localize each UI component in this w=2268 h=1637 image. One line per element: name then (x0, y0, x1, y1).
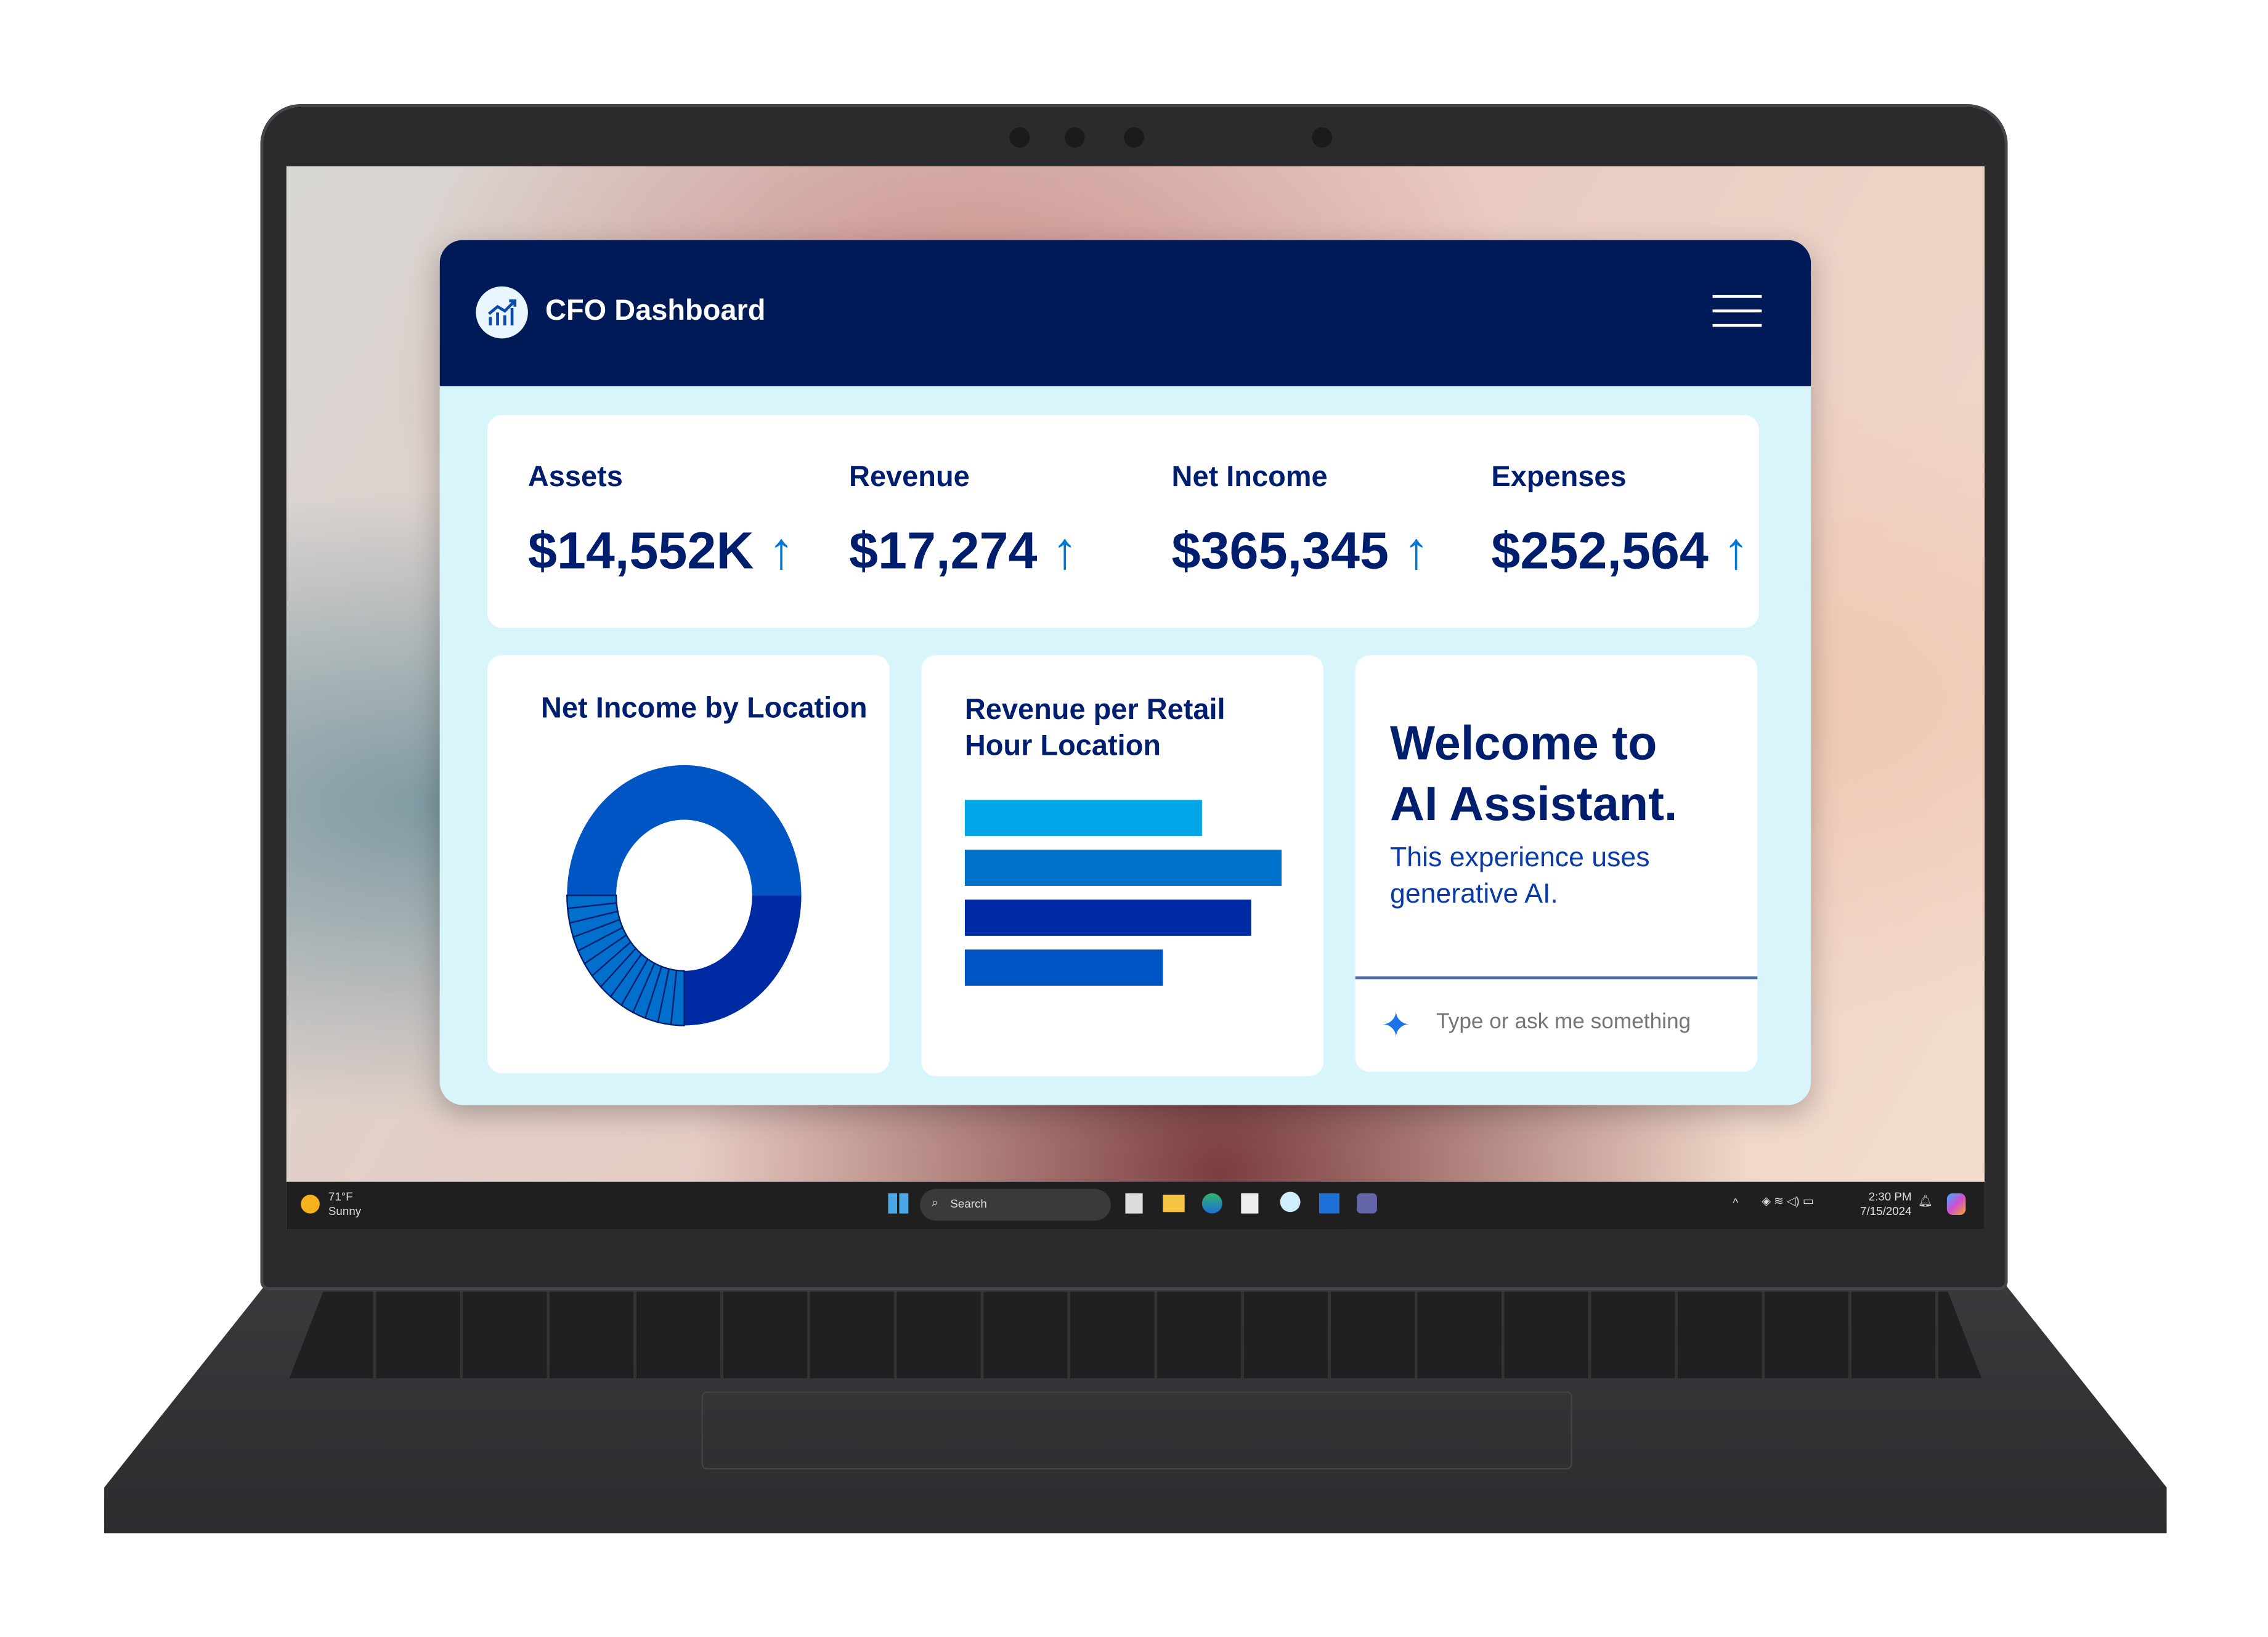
donut-slice[interactable] (684, 895, 802, 1026)
chart-title: Revenue per Retail Hour Location (965, 693, 1225, 765)
net-income-card[interactable]: Net Income by Location (487, 655, 890, 1073)
webcam-icon (1124, 127, 1144, 148)
clock[interactable]: 2:30 PM 7/15/2024 (1860, 1190, 1912, 1219)
chart-growth-icon (476, 286, 528, 339)
donut-slice[interactable] (566, 894, 617, 909)
cfo-dashboard-app-icon[interactable] (1280, 1192, 1301, 1213)
arrow-up-icon: ↑ (1403, 521, 1429, 580)
bar[interactable] (964, 949, 1163, 986)
search-box[interactable]: ⌕ Search (920, 1188, 1111, 1221)
arrow-up-icon: ↑ (1723, 521, 1749, 580)
copilot-icon[interactable] (1946, 1193, 1966, 1215)
bar[interactable] (964, 850, 1282, 886)
ask-input[interactable] (1433, 1008, 1729, 1036)
kpi-label: Expenses (1491, 461, 1627, 494)
camera-sensor (1009, 127, 1030, 148)
bell-icon[interactable]: 🔔︎ (1917, 1195, 1933, 1208)
kpi-label: Revenue (849, 461, 970, 494)
kpi-revenue[interactable]: Revenue $17,274 ↑ (849, 461, 1078, 582)
title-line: Welcome to (1390, 716, 1657, 770)
kpi-value: $365,345 (1171, 521, 1389, 580)
chevron-up-icon[interactable]: ^ (1733, 1196, 1739, 1209)
donut-chart (566, 765, 802, 1026)
arrow-up-icon: ↑ (768, 521, 795, 580)
assistant-title: Welcome to AI Assistant. (1390, 713, 1677, 834)
weather-widget[interactable]: 71°F Sunny (328, 1190, 361, 1219)
weather-desc: Sunny (328, 1204, 362, 1218)
camera-sensor (1064, 127, 1085, 148)
donut-slice[interactable] (567, 765, 802, 896)
kpi-label: Assets (527, 461, 623, 494)
search-icon: ⌕ (931, 1196, 938, 1209)
title-line: AI Assistant. (1390, 776, 1678, 831)
file-explorer-icon[interactable] (1163, 1195, 1185, 1213)
kpi-value: $17,274 (849, 521, 1038, 580)
search-label: Search (950, 1197, 987, 1211)
weather-temp: 71°F (328, 1190, 353, 1204)
divider (1355, 976, 1758, 980)
outlook-icon[interactable] (1319, 1193, 1339, 1214)
arrow-up-icon: ↑ (1052, 521, 1078, 580)
app-header: CFO Dashboard (439, 240, 1811, 386)
kpi-assets[interactable]: Assets $14,552K ↑ (528, 461, 794, 582)
kpi-net-income[interactable]: Net Income $365,345 ↑ (1172, 461, 1429, 582)
network-icon[interactable]: ◈ ≋ ◁) ▭ (1762, 1195, 1814, 1208)
edge-icon[interactable] (1201, 1193, 1222, 1214)
chart-title-line: Hour Location (964, 730, 1161, 763)
touchpad (701, 1391, 1572, 1470)
hamburger-menu-icon[interactable] (1712, 294, 1762, 327)
bar[interactable] (964, 800, 1202, 836)
ai-assistant-card: Welcome to AI Assistant. This experience… (1355, 655, 1758, 1072)
windows-start-icon[interactable] (888, 1193, 909, 1214)
chart-title-line: Revenue per Retail (964, 694, 1225, 726)
kpi-value: $14,552K (527, 521, 754, 580)
teams-icon[interactable] (1357, 1193, 1377, 1214)
kpi-expenses[interactable]: Expenses $252,564 ↑ (1491, 461, 1749, 582)
keyboard (289, 1291, 1982, 1379)
bar[interactable] (964, 900, 1251, 936)
date: 7/15/2024 (1860, 1204, 1912, 1218)
cfo-dashboard-window: CFO Dashboard Assets $14,552K ↑ Revenue $… (439, 240, 1811, 1105)
bar-chart (964, 800, 1282, 986)
task-view-icon[interactable] (1125, 1193, 1143, 1214)
sun-icon (301, 1195, 320, 1214)
sparkle-icon: ✦ (1381, 1006, 1411, 1046)
store-icon[interactable] (1241, 1193, 1259, 1214)
app-title: CFO Dashboard (545, 294, 766, 327)
assistant-subtitle: This experience uses generative AI. (1390, 843, 1650, 910)
time: 2:30 PM (1868, 1190, 1912, 1204)
kpi-label: Net Income (1171, 461, 1328, 494)
revenue-per-hour-card[interactable]: Revenue per Retail Hour Location (921, 655, 1324, 1076)
kpi-value: $252,564 (1491, 521, 1709, 580)
camera-sensor (1312, 127, 1333, 148)
kpi-summary-card: Assets $14,552K ↑ Revenue $17,274 ↑ Net In… (487, 415, 1759, 628)
chart-title: Net Income by Location (541, 693, 868, 725)
taskbar: 71°F Sunny ⌕ Search ^ ◈ ≋ ◁) ▭ 2:30 PM 7… (286, 1181, 1985, 1230)
